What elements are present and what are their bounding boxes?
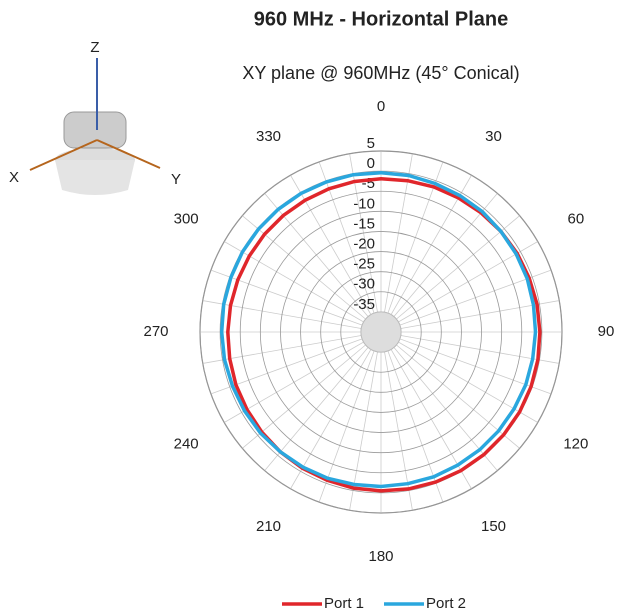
- series-line: [219, 170, 538, 489]
- icon-box: [63, 111, 127, 149]
- grid-spoke: [380, 153, 413, 333]
- legend-label: Port 1: [324, 595, 364, 612]
- grid-spoke: [349, 153, 382, 333]
- grid-spoke: [380, 161, 444, 333]
- angle-tick-label: 180: [368, 548, 393, 565]
- grid-spoke: [380, 269, 552, 333]
- grid-spoke: [224, 331, 382, 423]
- chart-subtitle: XY plane @ 960MHz (45° Conical): [242, 63, 519, 83]
- grid-ring: [280, 231, 482, 433]
- r-tick-label: -10: [353, 195, 375, 212]
- r-tick-label: -35: [353, 296, 375, 313]
- grid-ring: [320, 271, 442, 393]
- grid-spoke: [380, 331, 498, 471]
- grid-spoke: [242, 331, 382, 449]
- grid-spoke: [380, 331, 560, 364]
- grid-spoke: [380, 331, 538, 423]
- chart-title: 960 MHz - Horizontal Plane: [254, 8, 509, 30]
- grid-spoke: [380, 215, 520, 333]
- angle-tick-label: 120: [563, 435, 588, 452]
- angle-tick-label: 60: [568, 210, 585, 227]
- grid-spoke: [290, 331, 382, 489]
- grid-spoke: [380, 331, 552, 395]
- angle-tick-label: 330: [256, 128, 281, 145]
- grid-spoke: [380, 331, 444, 503]
- r-tick-label: -5: [362, 175, 375, 192]
- grid-spoke: [380, 331, 413, 511]
- r-tick-label: 5: [367, 135, 375, 152]
- r-tick-label: 0: [367, 155, 375, 172]
- icon-label: X: [9, 169, 19, 186]
- angle-tick-label: 90: [598, 323, 615, 340]
- angle-tick-label: 150: [481, 518, 506, 535]
- grid-ring: [239, 190, 523, 474]
- grid-spoke: [202, 331, 382, 364]
- angle-tick-label: 300: [174, 210, 199, 227]
- angle-tick-label: 270: [143, 323, 168, 340]
- grid-ring: [199, 150, 563, 514]
- grid-spoke: [210, 331, 382, 395]
- grid-ring: [300, 251, 462, 413]
- angle-tick-label: 30: [485, 128, 502, 145]
- grid-ring: [340, 291, 422, 373]
- icon-y-axis: [96, 139, 161, 169]
- r-tick-label: -15: [353, 215, 375, 232]
- grid-spoke: [380, 241, 538, 333]
- grid-spoke: [264, 331, 382, 471]
- grid-spoke: [202, 300, 382, 333]
- icon-label: Y: [171, 171, 181, 188]
- grid-spoke: [318, 331, 382, 503]
- r-tick-label: -30: [353, 276, 375, 293]
- r-tick-label: -25: [353, 256, 375, 273]
- grid-spoke: [380, 175, 472, 333]
- center-disk: [360, 311, 402, 353]
- icon-x-axis: [29, 139, 98, 171]
- icon-label: Z: [90, 39, 99, 56]
- legend-label: Port 2: [426, 595, 466, 612]
- grid-ring: [259, 210, 503, 454]
- angle-tick-label: 210: [256, 518, 281, 535]
- grid-spoke: [380, 300, 560, 333]
- angle-tick-label: 0: [377, 98, 385, 115]
- grid-spoke: [380, 193, 498, 333]
- grid-spoke: [349, 331, 382, 511]
- grid-spoke: [380, 331, 520, 449]
- axis-icon: Z X Y: [9, 39, 181, 195]
- grid-spoke: [380, 331, 472, 489]
- angle-tick-label: 240: [174, 435, 199, 452]
- icon-cone: [55, 160, 135, 195]
- r-tick-label: -20: [353, 236, 375, 253]
